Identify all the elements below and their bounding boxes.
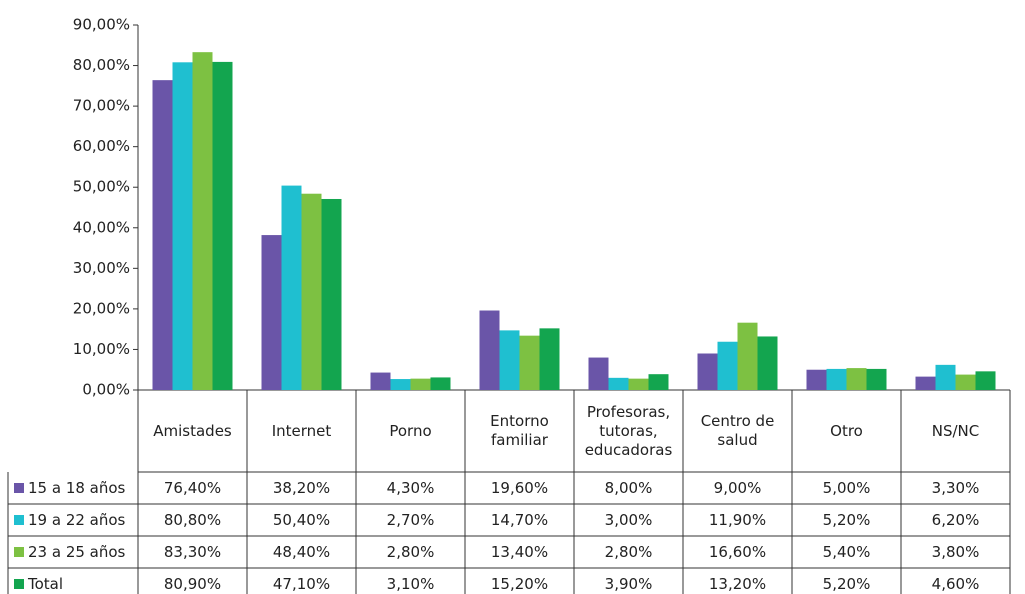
table-cell: 2,70% <box>386 510 435 529</box>
x-tick-label: Profesoras, tutoras, educadoras <box>584 402 673 459</box>
table-cell: 5,40% <box>822 542 871 561</box>
table-cell: 4,30% <box>386 478 435 497</box>
x-tick-label: Otro <box>830 421 863 440</box>
table-cell: 80,90% <box>163 574 222 593</box>
bar <box>806 369 827 390</box>
bar <box>915 376 936 390</box>
bar <box>192 52 213 391</box>
table-cell: 3,10% <box>386 574 435 593</box>
bar <box>519 335 540 390</box>
y-tick-label: 60,00% <box>73 137 130 155</box>
table-cell: 3,00% <box>604 510 653 529</box>
table-cell: 13,40% <box>490 542 549 561</box>
bar <box>172 62 193 391</box>
bar <box>628 378 649 390</box>
legend-label: Total <box>28 575 64 593</box>
table-cell: 3,90% <box>604 574 653 593</box>
table-cell: 6,20% <box>931 510 980 529</box>
bar <box>608 377 629 390</box>
table-cell: 19,60% <box>490 478 549 497</box>
x-tick-label: Internet <box>271 421 332 440</box>
table-cell: 50,40% <box>272 510 331 529</box>
bar <box>846 368 867 390</box>
y-tick-label: 20,00% <box>73 299 130 317</box>
bar <box>212 61 233 391</box>
table-cell: 9,00% <box>713 478 762 497</box>
table-cell: 15,20% <box>490 574 549 593</box>
table-cell: 5,00% <box>822 478 871 497</box>
bar <box>301 193 322 390</box>
bar <box>737 322 758 390</box>
x-tick-label: Porno <box>389 421 432 440</box>
bar <box>757 336 778 390</box>
bar <box>430 377 451 390</box>
y-tick-label: 70,00% <box>73 97 130 115</box>
y-tick-label: 80,00% <box>73 56 130 74</box>
bar <box>321 198 342 390</box>
legend-key <box>14 579 24 589</box>
legend-entry: 15 a 18 años <box>8 472 138 504</box>
table-cell: 47,10% <box>272 574 331 593</box>
table-cell: 2,80% <box>604 542 653 561</box>
bar <box>499 330 520 390</box>
bar <box>479 310 500 390</box>
bar <box>717 341 738 390</box>
x-tick-label: Centro de salud <box>700 412 775 449</box>
bar <box>539 328 560 390</box>
bar <box>281 185 302 390</box>
table-cell: 3,30% <box>931 478 980 497</box>
table-cell: 3,80% <box>931 542 980 561</box>
legend-label: 15 a 18 años <box>28 479 126 497</box>
table-cell: 4,60% <box>931 574 980 593</box>
x-tick-label: NS/NC <box>931 421 980 440</box>
bar <box>697 353 718 390</box>
table-cell: 11,90% <box>708 510 767 529</box>
table-cell: 48,40% <box>272 542 331 561</box>
y-tick-label: 30,00% <box>73 259 130 277</box>
y-tick-label: 0,00% <box>82 381 130 399</box>
legend-key <box>14 547 24 557</box>
legend-entry: 23 a 25 años <box>8 536 138 568</box>
bar <box>975 371 996 390</box>
bar <box>152 80 173 391</box>
table-cell: 5,20% <box>822 574 871 593</box>
y-tick-label: 50,00% <box>73 178 130 196</box>
table-cell: 2,80% <box>386 542 435 561</box>
table-cell: 38,20% <box>272 478 331 497</box>
table-cell: 80,80% <box>163 510 222 529</box>
legend-key <box>14 483 24 493</box>
legend-label: 23 a 25 años <box>28 543 126 561</box>
bar <box>866 368 887 390</box>
table-cell: 16,60% <box>708 542 767 561</box>
y-tick-label: 40,00% <box>73 218 130 236</box>
table-cell: 14,70% <box>490 510 549 529</box>
legend-entry: Total <box>8 568 138 594</box>
y-tick-label: 10,00% <box>73 340 130 358</box>
bar <box>935 364 956 390</box>
bar <box>648 374 669 390</box>
legend-entry: 19 a 22 años <box>8 504 138 536</box>
bar <box>261 235 282 390</box>
bar <box>390 379 411 390</box>
bar <box>410 378 431 390</box>
bar <box>826 368 847 390</box>
table-cell: 83,30% <box>163 542 222 561</box>
bar <box>955 374 976 390</box>
x-tick-label: Amistades <box>153 421 232 440</box>
y-tick-label: 90,00% <box>73 16 130 34</box>
bar <box>370 372 391 390</box>
table-cell: 13,20% <box>708 574 767 593</box>
table-cell: 5,20% <box>822 510 871 529</box>
legend-label: 19 a 22 años <box>28 511 126 529</box>
table-cell: 8,00% <box>604 478 653 497</box>
x-tick-label: Entorno familiar <box>490 412 549 449</box>
bar <box>588 357 609 390</box>
legend-key <box>14 515 24 525</box>
table-cell: 76,40% <box>163 478 222 497</box>
